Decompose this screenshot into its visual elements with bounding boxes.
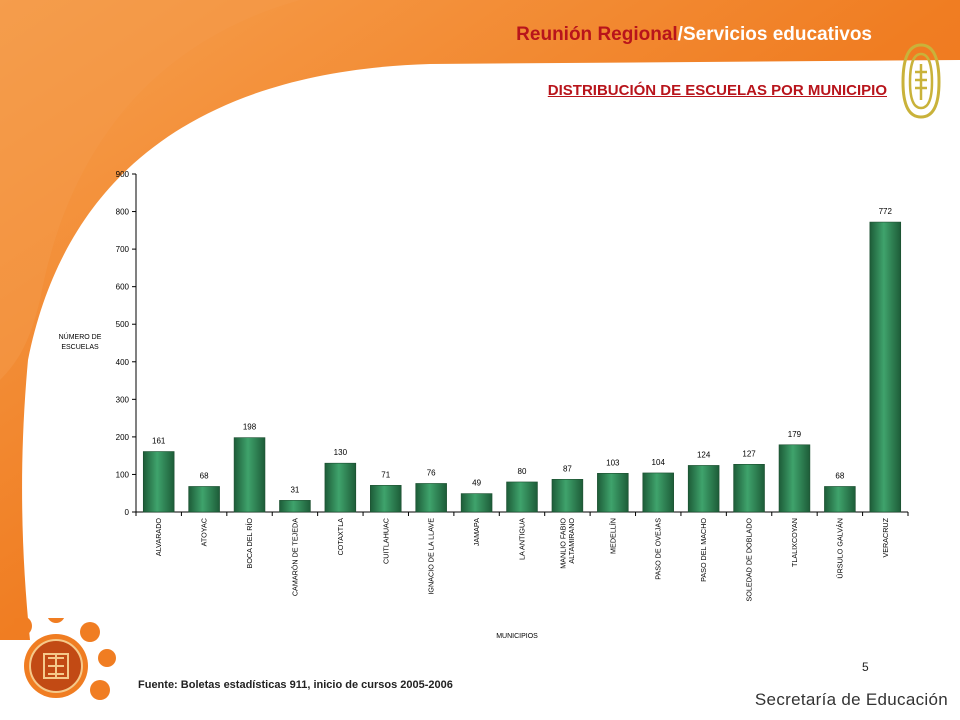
bar [233,437,266,513]
x-tick-label: SOLEDAD DE DOBLADO [745,518,754,602]
bar [506,481,538,513]
y-tick-label: 400 [116,358,130,367]
veracruz-seal-icon [14,618,116,700]
data-label: 772 [879,207,893,216]
x-tick-label: CAMARÓN DE TEJEDA [290,518,299,596]
header-title-separator: / [677,24,683,45]
bar [279,500,311,513]
x-tick-label: LA ANTIGUA [518,518,527,560]
bar [415,483,447,513]
x-tick-label: JAMAPA [472,518,481,546]
organization-name: Secretaría de Educación [754,690,948,709]
x-tick-label-line: CUITLAHUAC [381,518,390,564]
source-note: Fuente: Boletas estadísticas 911, inicio… [138,679,453,691]
data-label: 127 [742,449,756,458]
y-tick-label: 500 [116,320,130,329]
header-title-part2: Servicios educativos [682,24,872,45]
header-title: Reunión Regional/Servicios educativos [440,23,872,47]
data-label: 76 [427,468,436,477]
data-label: 49 [472,479,481,488]
x-tick-label-line: ATOYAC [200,518,209,546]
x-tick-label-line: PASO DE OVEJAS [654,518,663,580]
slide-subtitle: DISTRIBUCIÓN DE ESCUELAS POR MUNICIPIO [547,82,887,99]
orange-swoosh-highlight [0,0,300,380]
header-title-part1: Reunión Regional [516,24,678,45]
y-tick-label: 0 [125,508,130,517]
y-tick-label: 800 [116,208,130,217]
y-tick-label: 300 [116,395,130,404]
y-tick-label: 900 [116,170,130,179]
x-tick-label-line: BOCA DEL RÍO [245,518,254,569]
data-label: 87 [563,464,572,473]
data-label: 68 [200,471,209,480]
x-tick-label: MEDELLÍN [608,518,617,554]
bar [869,221,902,513]
data-label: 104 [652,458,666,467]
data-label: 71 [381,470,390,479]
bar [460,493,493,513]
x-tick-label-line: PASO DEL MACHO [699,518,708,582]
x-tick-label: PASO DEL MACHO [699,518,708,582]
x-tick-label-line: JAMAPA [472,518,481,546]
x-tick-label: IGNACIO DE LA LLAVE [427,518,436,595]
x-tick-label-line: COTAXTLA [336,518,345,556]
bar [188,486,220,513]
data-label: 103 [606,458,620,467]
y-tick-label: 700 [116,245,130,254]
data-label: 68 [835,471,844,480]
x-tick-label: PASO DE OVEJAS [654,518,663,580]
x-tick-label: COTAXTLA [336,518,345,556]
data-label: 124 [697,450,711,459]
data-label: 31 [290,485,299,494]
x-tick-label-line: ALTAMIRANO [567,518,576,564]
y-tick-label: 200 [116,433,130,442]
x-tick-label: VERACRUZ [881,517,890,557]
x-tick-label: MANLIO FABIOALTAMIRANO [559,518,577,569]
x-axis-label: MUNICIPIOS [496,633,538,640]
x-tick-label: BOCA DEL RÍO [245,518,254,569]
x-tick-label-line: SOLEDAD DE DOBLADO [745,518,754,602]
x-tick-label-line: TLALIXCOYAN [790,518,799,567]
data-label: 161 [152,437,166,446]
x-tick-label: ALVARADO [154,518,163,556]
y-axis-label: NÚMERO DE ESCUELAS [58,334,102,351]
data-label: 179 [788,430,802,439]
bar [642,472,674,513]
x-tick-label-line: LA ANTIGUA [518,518,527,560]
x-tick-label-line: ÚRSULO GALVÁN [835,518,844,579]
y-tick-label: 600 [116,283,130,292]
x-tick-label-line: CAMARÓN DE TEJEDA [290,518,299,596]
bar [733,464,765,513]
data-label: 198 [243,423,257,432]
x-tick-label-line: ALVARADO [154,518,163,556]
bar [551,479,584,513]
data-label: 80 [518,467,527,476]
x-tick-label-line: IGNACIO DE LA LLAVE [427,518,436,595]
bar [824,486,856,513]
x-tick-label: ÚRSULO GALVÁN [835,518,844,579]
bar [370,485,402,513]
x-tick-label-line: MEDELLÍN [608,518,617,554]
x-tick-label-line: VERACRUZ [881,517,890,557]
bar [142,451,175,513]
bar [597,473,629,513]
x-tick-label-line: MANLIO FABIO [559,518,568,569]
data-label: 130 [334,448,348,457]
x-tick-label: CUITLAHUAC [381,518,390,564]
bar [324,462,357,513]
x-tick-label: ATOYAC [200,518,209,546]
bar [687,465,720,513]
page-number: 5 [862,660,869,674]
x-tick-label: TLALIXCOYAN [790,518,799,567]
bar [778,444,811,513]
y-tick-label: 100 [116,470,130,479]
sep-logo-icon [901,43,941,119]
